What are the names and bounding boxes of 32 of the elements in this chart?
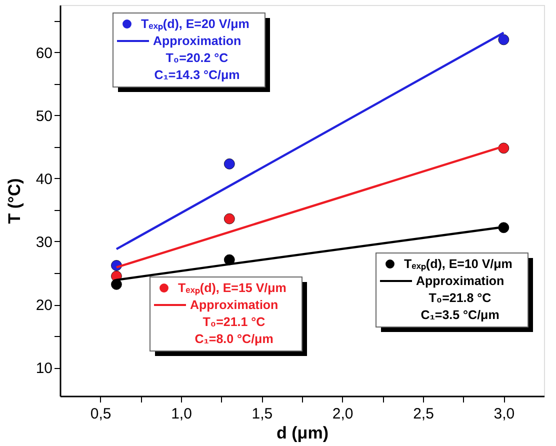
y-tick-label: 40 xyxy=(36,170,52,188)
legend-label: Tₑₓₚ(d), E=15 V/μm xyxy=(178,281,286,296)
y-tick-label: 60 xyxy=(36,44,52,62)
legend-label: Approximation xyxy=(153,34,242,48)
x-tick-label: 2,0 xyxy=(332,406,354,422)
legend-label: Approximation xyxy=(190,298,278,312)
point xyxy=(498,222,510,234)
point xyxy=(111,278,122,290)
annotation: T₀=21.1 °C xyxy=(202,315,266,329)
point xyxy=(224,213,235,224)
x-tick-label: 3,0 xyxy=(494,406,515,422)
annotation: C₁=3.5 °C/μm xyxy=(420,308,500,322)
y-tick-label: 10 xyxy=(36,360,52,378)
annotation: C₁=8.0 °C/μm xyxy=(194,332,274,346)
point xyxy=(498,142,510,154)
legend-label: Tₑₓₚ(d), E=20 V/μm xyxy=(141,17,250,32)
annotation: T₀=20.2 °C xyxy=(166,51,228,65)
y-tick-label: 50 xyxy=(36,108,52,125)
legend-label: Approximation xyxy=(416,274,504,288)
annotation: C₁=14.3 °C/μm xyxy=(154,68,240,82)
x-axis-title: d (μm) xyxy=(276,424,328,442)
y-axis-title: T (°C) xyxy=(4,178,24,224)
x-tick-label: 2,5 xyxy=(413,406,434,422)
y-tick-label: 20 xyxy=(36,297,52,314)
y-tick-label: 30 xyxy=(36,234,52,251)
legend-label: Tₑₓₚ(d), E=10 V/μm xyxy=(404,257,512,272)
annotation: T₀=21.8 °C xyxy=(428,291,492,305)
x-tick-label: 0,5 xyxy=(90,406,112,422)
point xyxy=(498,34,510,46)
x-tick-label: 1,5 xyxy=(252,406,273,422)
point xyxy=(224,158,235,170)
x-tick-label: 1,0 xyxy=(171,406,192,422)
